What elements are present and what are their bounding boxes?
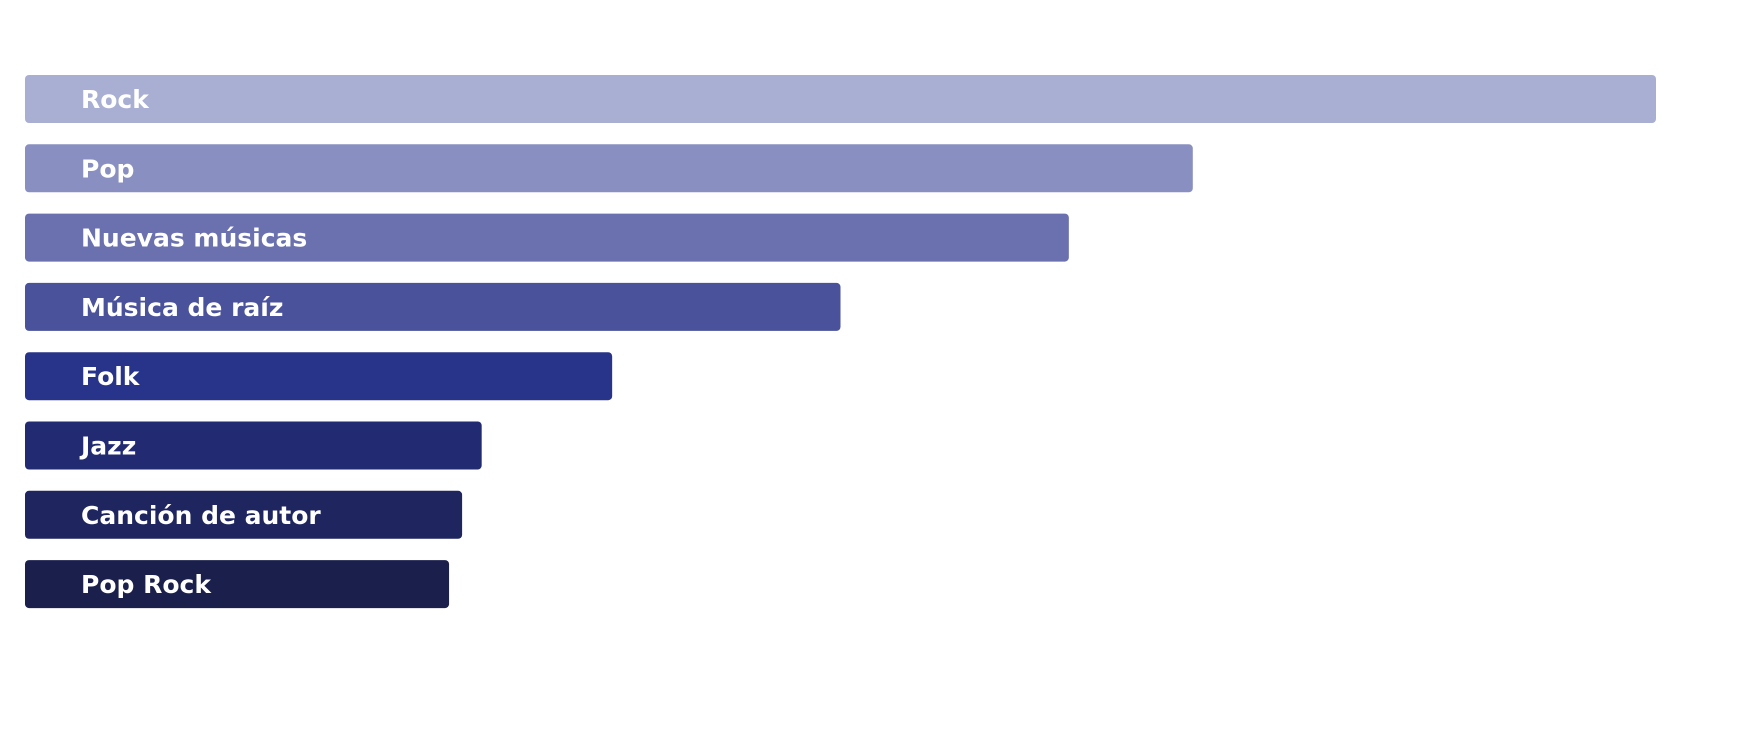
bar-4 <box>25 352 613 401</box>
bar-label-1: Pop <box>81 154 134 183</box>
bar-2 <box>25 213 1069 262</box>
bars-group: Rock Pop Nuevas músicas Música de raíz Folk J… <box>25 75 1656 609</box>
bar-1 <box>25 144 1193 193</box>
bar-0 <box>25 75 1656 123</box>
bar-label-6: Canción de autor <box>81 501 321 530</box>
bar-label-5: Jazz <box>79 432 136 461</box>
bar-7 <box>25 560 450 609</box>
bar-5 <box>25 421 482 470</box>
bar-label-4: Folk <box>81 362 141 391</box>
bar-6 <box>25 490 463 539</box>
bar-label-7: Pop Rock <box>81 570 212 599</box>
bar-label-0: Rock <box>81 85 150 114</box>
bar-label-2: Nuevas músicas <box>81 224 307 253</box>
bar-3 <box>25 282 841 331</box>
bar-label-3: Música de raíz <box>81 293 283 322</box>
